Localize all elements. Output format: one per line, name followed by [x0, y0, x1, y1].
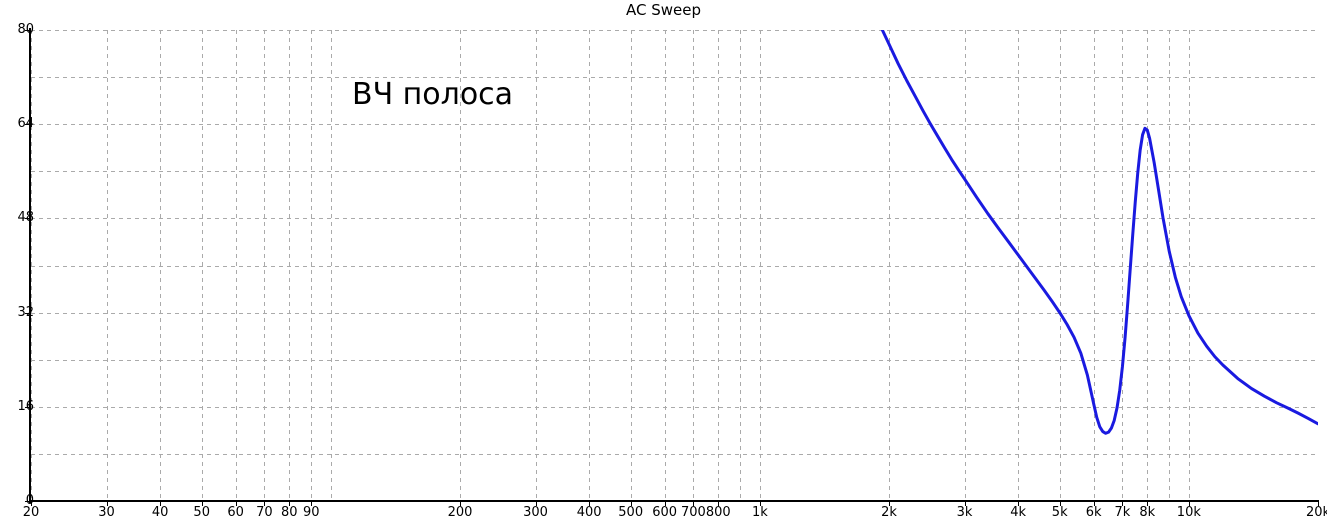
x-tick-label: 600 [652, 505, 678, 520]
x-tick-mark [460, 500, 461, 506]
y-tick-label: 64 [17, 116, 34, 132]
x-tick-mark [1094, 500, 1095, 506]
x-tick-label: 3k [956, 505, 973, 520]
x-tick-mark [965, 500, 966, 506]
plot-area [31, 30, 1318, 501]
grid-lines [31, 30, 1318, 501]
x-tick-label: 700 [680, 505, 706, 520]
x-tick-label: 6k [1085, 505, 1102, 520]
x-tick-mark [1018, 500, 1019, 506]
x-tick-mark [889, 500, 890, 506]
x-tick-mark [665, 500, 666, 506]
series-curve-ac-sweep [880, 30, 1318, 435]
x-tick-mark [31, 500, 32, 506]
x-tick-label: 4k [1010, 505, 1027, 520]
x-tick-label: 1k [751, 505, 768, 520]
x-tick-mark [1060, 500, 1061, 506]
x-tick-mark [536, 500, 537, 506]
x-tick-label: 30 [98, 505, 115, 520]
x-tick-mark [202, 500, 203, 506]
x-tick-mark [1318, 500, 1319, 506]
y-tick-mark [25, 218, 31, 219]
x-tick-label: 400 [576, 505, 602, 520]
y-tick-label: 16 [17, 398, 34, 414]
x-tick-label: 8k [1139, 505, 1156, 520]
x-tick-label: 60 [227, 505, 244, 520]
x-tick-label: 10k [1176, 505, 1201, 520]
x-tick-mark [1147, 500, 1148, 506]
x-tick-label: 80 [281, 505, 298, 520]
y-tick-label: 0 [4, 494, 34, 507]
y-axis-line [29, 28, 31, 503]
x-tick-mark [589, 500, 590, 506]
y-tick-mark [25, 124, 31, 125]
y-tick-mark [25, 501, 31, 502]
x-tick-mark [160, 500, 161, 506]
y-tick-label: 48 [17, 210, 34, 226]
y-tick-mark [25, 407, 31, 408]
x-tick-mark [107, 500, 108, 506]
x-tick-label: 7k [1114, 505, 1131, 520]
y-tick-mark [25, 30, 31, 31]
x-tick-label: 5k [1051, 505, 1068, 520]
x-tick-label: 200 [447, 505, 473, 520]
annotation-label: ВЧ полоса [352, 77, 514, 112]
x-tick-mark [693, 500, 694, 506]
x-tick-label: 2k [881, 505, 897, 520]
x-tick-mark [289, 500, 290, 506]
x-tick-mark [264, 500, 265, 506]
y-tick-label: 32 [4, 306, 34, 319]
y-tick-label: 80 [17, 22, 34, 37]
x-tick-label: 20k [1305, 505, 1327, 520]
x-tick-label: 20 [22, 505, 40, 520]
x-tick-mark [718, 500, 719, 506]
x-tick-label: 800 [705, 505, 731, 520]
x-tick-mark [760, 500, 761, 506]
chart-title: AC Sweep [625, 1, 701, 19]
x-tick-mark [236, 500, 237, 506]
x-tick-label: 90 [302, 505, 320, 520]
x-tick-label: 300 [523, 505, 548, 520]
x-axis-line [29, 500, 1319, 502]
x-tick-mark [1122, 500, 1123, 506]
x-tick-mark [1189, 500, 1190, 506]
y-tick-mark [25, 313, 31, 314]
x-tick-label: 50 [193, 505, 210, 520]
x-tick-label: 500 [618, 505, 644, 520]
x-tick-label: 70 [256, 505, 273, 520]
x-tick-mark [631, 500, 632, 506]
x-tick-label: 40 [151, 505, 169, 520]
x-tick-mark [311, 500, 312, 506]
